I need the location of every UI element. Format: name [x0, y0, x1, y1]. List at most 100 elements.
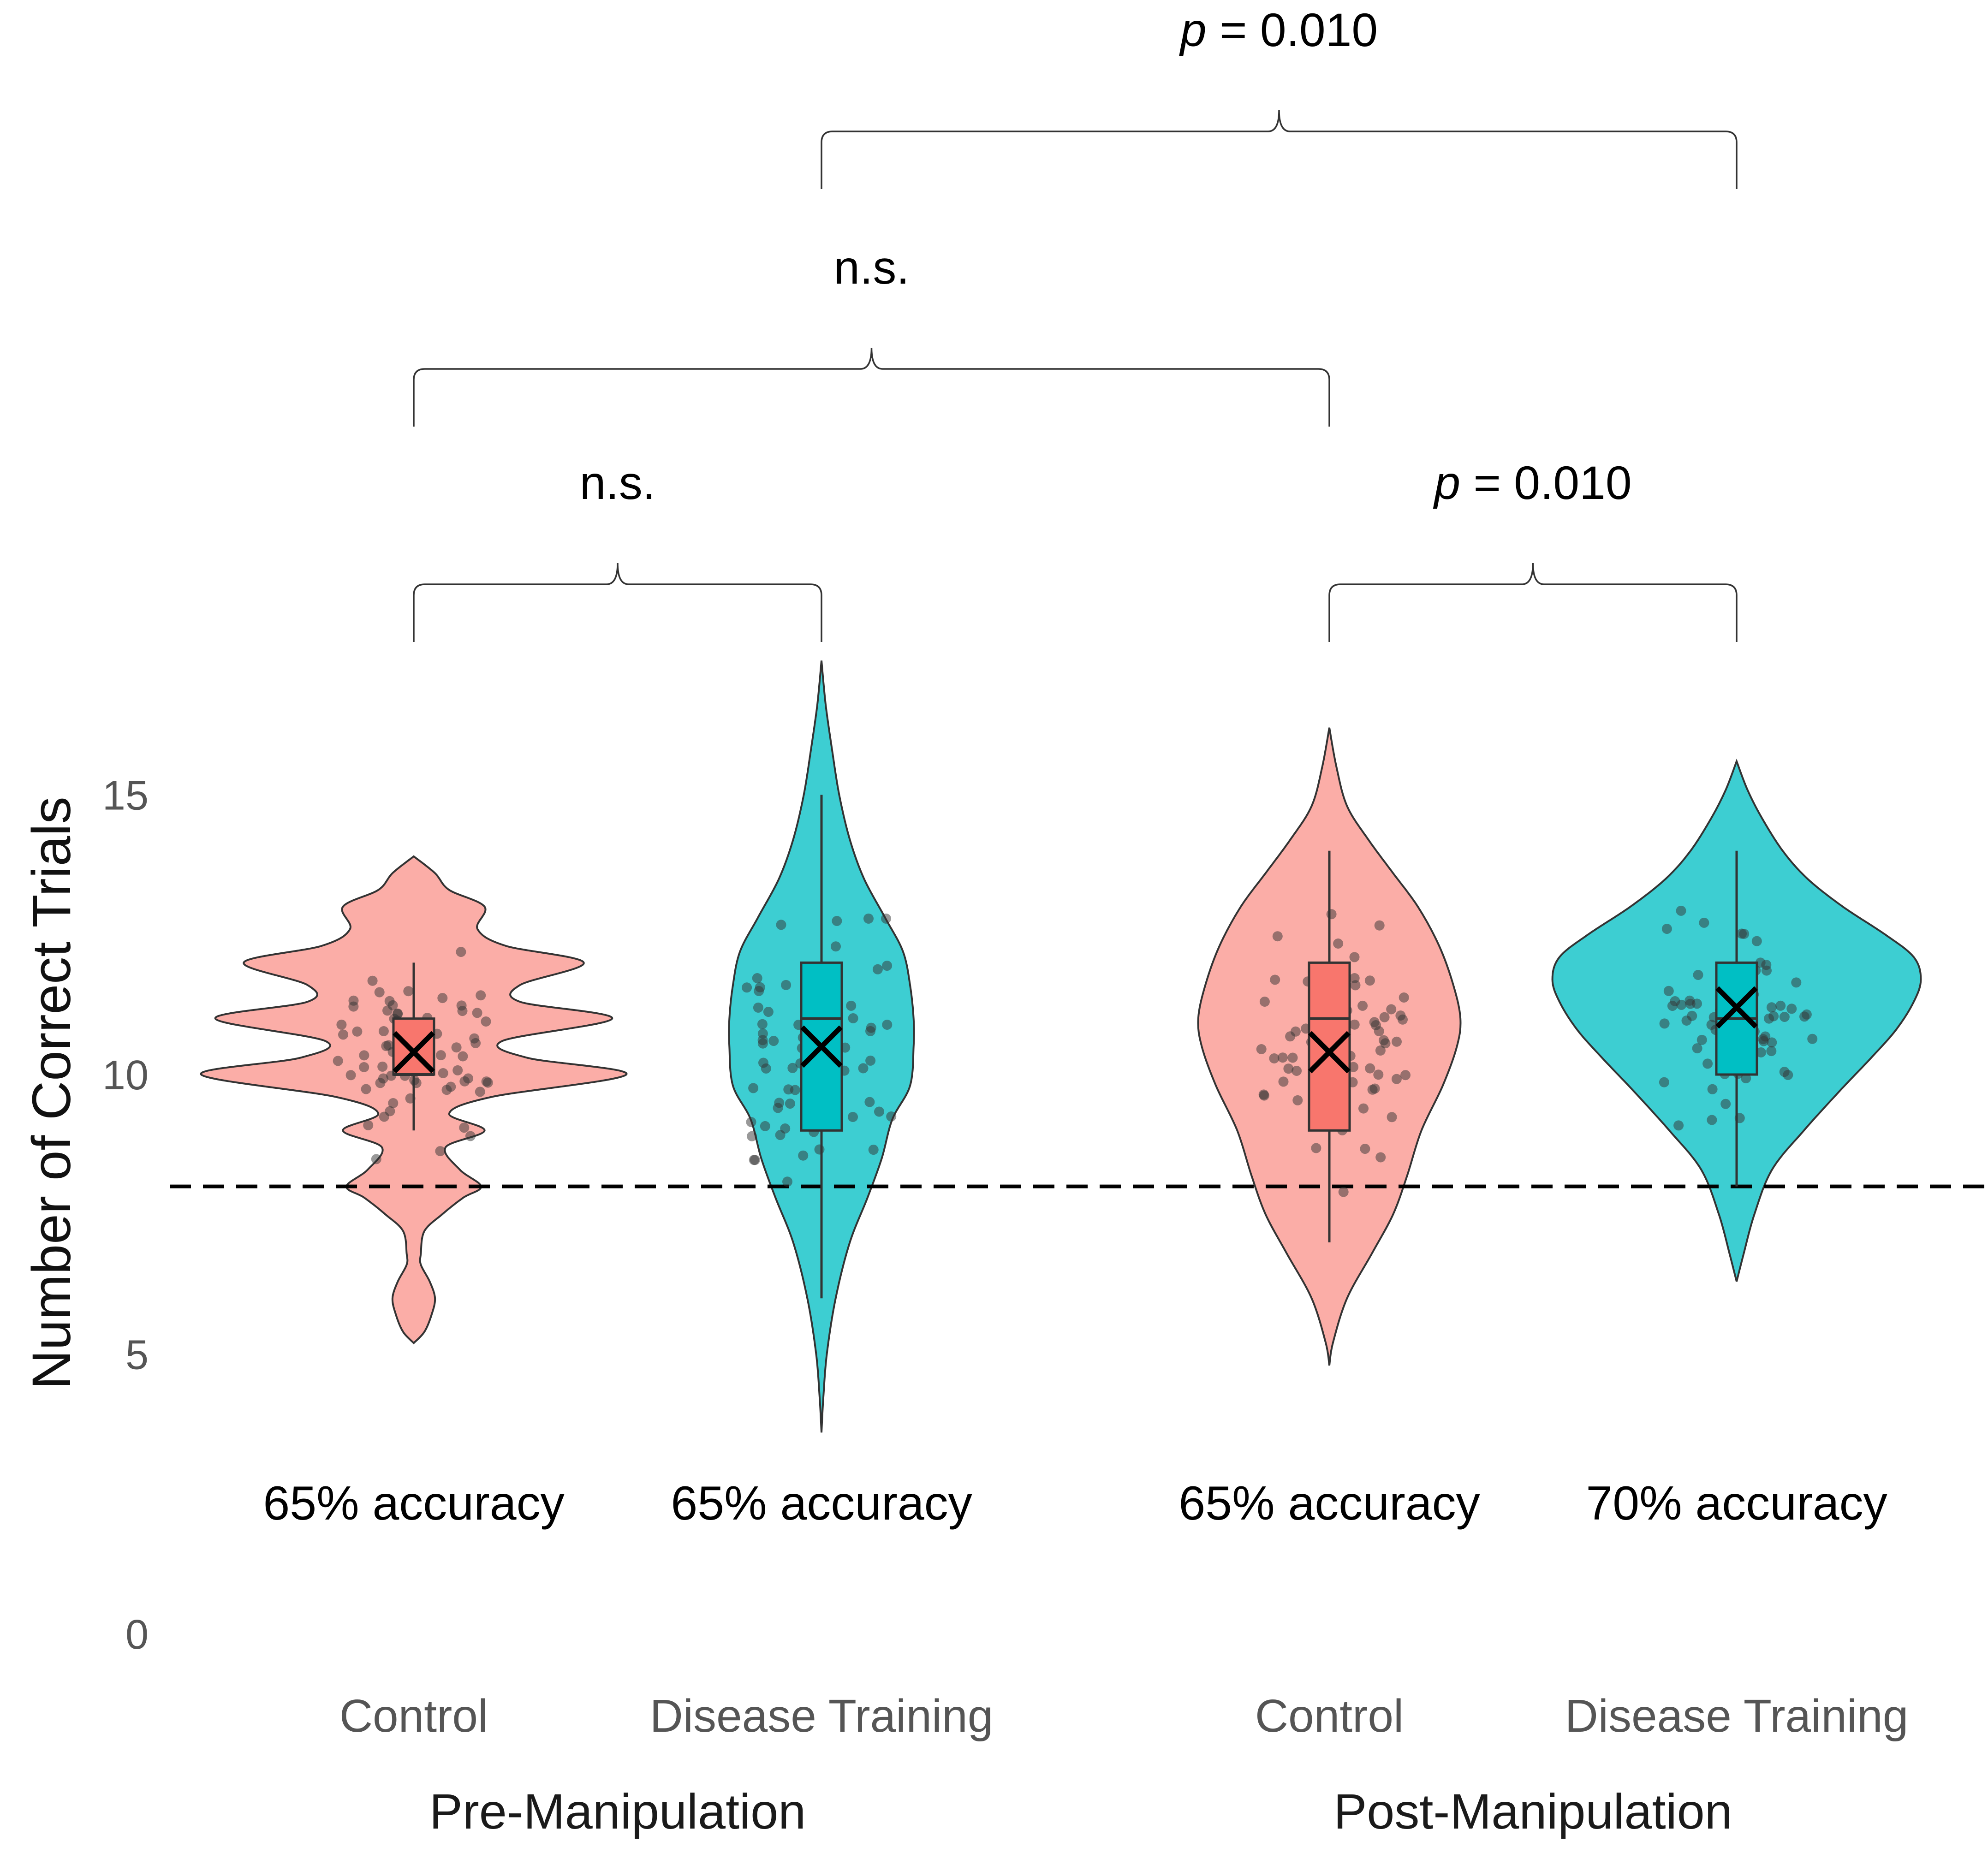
data-point [1391, 1074, 1402, 1084]
data-point [1348, 1062, 1359, 1072]
data-point [881, 913, 891, 924]
accuracy-label: 65% accuracy [263, 1477, 564, 1530]
mean-marker [800, 1025, 843, 1068]
data-point [1786, 1004, 1797, 1014]
data-point [752, 973, 762, 983]
data-point [437, 993, 448, 1004]
data-point [1338, 1187, 1349, 1197]
facet-label: Post-Manipulation [1333, 1783, 1732, 1839]
data-point [456, 947, 466, 957]
data-point [781, 980, 792, 990]
significance-brackets-layer: n.s. p = 0.010 n.s. p = 0.010 [413, 4, 1738, 642]
data-point [1278, 1076, 1289, 1087]
data-point [768, 1036, 779, 1046]
data-point [748, 1083, 759, 1093]
data-point [863, 913, 874, 924]
data-point [367, 975, 378, 986]
boxplots-layer [392, 795, 1758, 1299]
text-layer: 0 5 10 15 Number of Correct Trials 65% accura… [21, 773, 1908, 1840]
data-point [1386, 1004, 1397, 1015]
data-point [1707, 1115, 1717, 1125]
box-2 [1308, 961, 1351, 1132]
data-point [1779, 1012, 1790, 1022]
data-point [1676, 905, 1686, 916]
significance-bracket [413, 347, 1330, 427]
data-point [1739, 929, 1750, 939]
data-point [858, 1063, 869, 1074]
data-point [1256, 1044, 1267, 1054]
data-point [1349, 1019, 1360, 1030]
data-point [481, 1076, 492, 1087]
facet-label: Pre-Manipulation [429, 1783, 806, 1839]
data-point [1766, 1002, 1777, 1013]
data-point [886, 1111, 897, 1122]
data-point [1768, 1011, 1779, 1022]
significance-label: n.s. [580, 457, 655, 509]
data-point [1392, 1036, 1402, 1047]
data-point [814, 1144, 825, 1155]
y-axis-title: Number of Correct Trials [21, 796, 82, 1389]
mean-marker [393, 1031, 435, 1074]
data-point [1360, 1144, 1370, 1154]
data-point [387, 1000, 398, 1010]
data-point [1663, 986, 1674, 996]
data-point [361, 1084, 371, 1094]
data-point [1398, 1014, 1408, 1025]
data-point [1311, 1143, 1321, 1153]
data-point [1358, 1103, 1369, 1114]
data-point [1374, 920, 1385, 931]
data-point [463, 1073, 473, 1084]
data-point [776, 920, 786, 930]
data-point [359, 1050, 369, 1061]
data-point [1277, 1052, 1288, 1063]
data-point [763, 1007, 774, 1017]
data-point [348, 1001, 359, 1012]
data-point [1707, 1084, 1718, 1094]
data-point [383, 1040, 394, 1051]
data-point [1365, 1063, 1375, 1074]
data-point [363, 1120, 374, 1130]
data-point [1670, 996, 1680, 1006]
data-point [475, 1087, 485, 1097]
data-point [1375, 1045, 1386, 1056]
y-tick-label: 15 [102, 773, 149, 819]
data-point [446, 1081, 456, 1092]
data-point [754, 986, 764, 996]
y-tick-label: 0 [125, 1612, 149, 1658]
data-point [868, 1145, 879, 1155]
data-point [1349, 973, 1360, 983]
data-point [1693, 970, 1703, 980]
data-point [1259, 1090, 1269, 1101]
data-point [481, 1016, 491, 1027]
data-point [831, 941, 841, 952]
data-point [388, 1098, 399, 1108]
data-point [1272, 931, 1283, 942]
data-point [1659, 1018, 1670, 1029]
x-tick-label: Disease Training [1565, 1690, 1909, 1742]
mean-marker [1308, 1031, 1351, 1074]
data-point [465, 1131, 476, 1141]
accuracy-label: 65% accuracy [1179, 1477, 1480, 1530]
data-point [1369, 1083, 1380, 1094]
data-point [435, 1146, 446, 1157]
data-point [1661, 924, 1672, 934]
data-point [371, 1154, 381, 1164]
data-point [459, 1122, 470, 1133]
data-point [1696, 1034, 1707, 1045]
data-point [848, 1112, 858, 1122]
significance-label: p = 0.010 [1179, 4, 1378, 56]
data-point [758, 1057, 768, 1068]
significance-label: p = 0.010 [1433, 457, 1631, 509]
data-point [452, 1065, 463, 1075]
data-point [1374, 1026, 1384, 1037]
data-point [757, 1035, 768, 1045]
data-point [1349, 952, 1360, 962]
data-point [451, 1042, 462, 1053]
data-point [336, 1019, 347, 1030]
data-point [1292, 1066, 1302, 1076]
data-point [456, 1000, 467, 1011]
data-point [882, 961, 893, 971]
significance-bracket [413, 563, 822, 642]
data-point [379, 1111, 389, 1122]
data-point [1751, 936, 1762, 946]
